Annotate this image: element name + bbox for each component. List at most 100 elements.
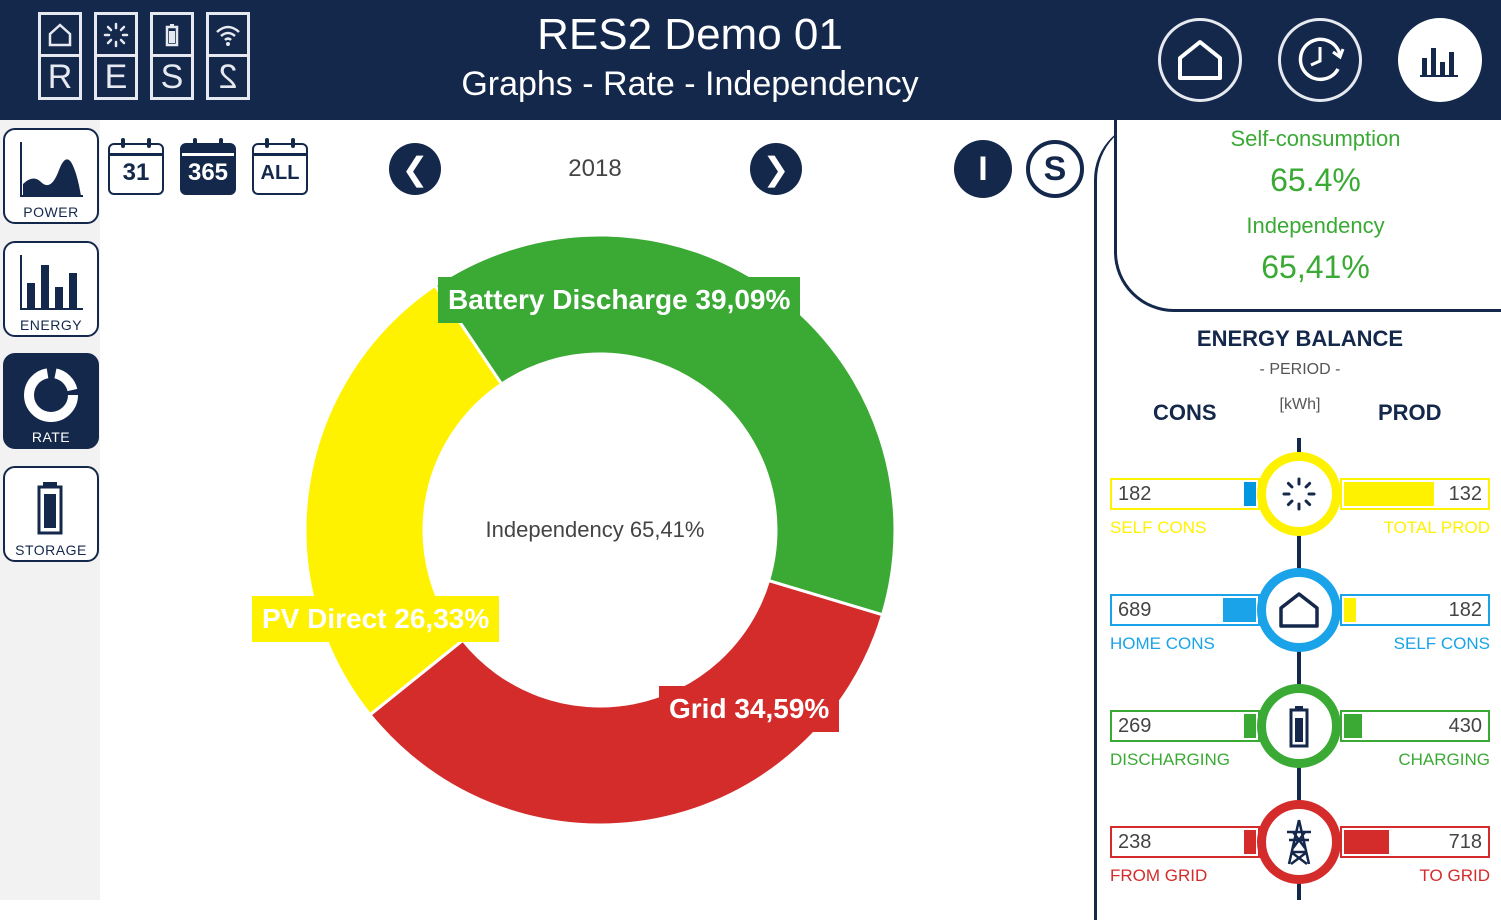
independency-value: 65,41% bbox=[1261, 249, 1370, 285]
title-block: RES2 Demo 01 Graphs - Rate - Independenc… bbox=[380, 10, 1000, 108]
prod-caption: CHARGING bbox=[1398, 750, 1490, 769]
pylon-icon bbox=[1281, 818, 1317, 866]
prod-caption: SELF CONS bbox=[1393, 634, 1490, 653]
chart-icon bbox=[1420, 48, 1458, 77]
chevron-left-icon: ❮ bbox=[401, 151, 429, 187]
prev-period-button[interactable]: ❮ bbox=[389, 143, 441, 195]
prod-value-box: 182 bbox=[1340, 594, 1490, 626]
sidebar-item-rate[interactable]: RATE bbox=[3, 353, 99, 449]
prod-value: 718 bbox=[1448, 831, 1482, 853]
home-icon bbox=[1178, 40, 1222, 80]
cons-caption: FROM GRID bbox=[1110, 866, 1208, 885]
page-title: RES2 Demo 01 bbox=[537, 10, 843, 59]
period-all-label: ALL bbox=[260, 162, 300, 184]
cons-caption: HOME CONS bbox=[1110, 634, 1215, 653]
cons-value: 269 bbox=[1118, 715, 1152, 737]
sidebar-item-label: STORAGE bbox=[15, 542, 87, 558]
slice-label-battery-discharge: Battery Discharge 39,09% bbox=[438, 277, 801, 323]
cons-caption: DISCHARGING bbox=[1110, 750, 1230, 769]
logo-letter-e: E bbox=[104, 58, 128, 96]
battery-icon bbox=[37, 482, 63, 535]
cons-value-box: 269 bbox=[1110, 710, 1260, 742]
independency-mode-button[interactable]: I bbox=[954, 140, 1012, 198]
period-31-label: 31 bbox=[122, 159, 150, 186]
prod-value: 132 bbox=[1448, 483, 1482, 505]
self-consumption-value: 65.4% bbox=[1270, 162, 1361, 198]
cons-value: 238 bbox=[1118, 831, 1152, 853]
unit-label: [kWh] bbox=[1279, 396, 1321, 413]
prod-fill bbox=[1344, 598, 1356, 622]
sidebar-item-label: POWER bbox=[23, 204, 79, 220]
sidebar-item-power[interactable]: POWER bbox=[3, 128, 99, 224]
prod-fill bbox=[1344, 714, 1362, 738]
period-year: 2018 bbox=[568, 155, 622, 182]
logo-cell-e: E bbox=[94, 12, 138, 100]
home-node bbox=[1257, 568, 1341, 652]
prod-value-box: 132 bbox=[1340, 478, 1490, 510]
independency-label: Independency bbox=[1246, 213, 1385, 238]
period-31-button[interactable]: 31 bbox=[108, 138, 164, 195]
cons-header: CONS bbox=[1153, 400, 1217, 425]
self-consumption-label: Self-consumption bbox=[1230, 126, 1401, 151]
period-all-button[interactable]: ALL bbox=[252, 138, 308, 195]
logo-letter-r: R bbox=[47, 58, 73, 96]
metrics-card: Self-consumption 65.4% Independency 65,4… bbox=[1114, 120, 1501, 312]
sun-icon bbox=[1277, 472, 1321, 516]
prod-value: 430 bbox=[1448, 715, 1482, 737]
prod-value: 182 bbox=[1448, 599, 1482, 621]
cons-caption: SELF CONS bbox=[1110, 518, 1207, 537]
logo-cell-r: R bbox=[38, 12, 82, 100]
prod-value-box: 718 bbox=[1340, 826, 1490, 858]
prod-fill bbox=[1344, 830, 1389, 854]
bar-chart-icon bbox=[20, 255, 83, 310]
sidebar-item-energy[interactable]: ENERGY bbox=[3, 241, 99, 337]
app-header: R E S 2 RES2 Demo 01 Graphs - Rate - Ind… bbox=[0, 0, 1501, 120]
donut-icon bbox=[24, 368, 78, 422]
cons-value: 689 bbox=[1118, 599, 1152, 621]
sidebar-item-label: RATE bbox=[31, 429, 71, 445]
area-chart-icon bbox=[20, 142, 83, 197]
self-consumption-mode-button[interactable]: S bbox=[1026, 140, 1084, 198]
prod-caption: TOTAL PROD bbox=[1383, 518, 1490, 537]
history-button[interactable] bbox=[1278, 18, 1362, 102]
slice-battery-discharge[interactable] bbox=[432, 233, 897, 617]
slice-label-grid: Grid 34,59% bbox=[659, 686, 840, 732]
cons-value-box: 689 bbox=[1110, 594, 1260, 626]
slice-label-pv-direct: PV Direct 26,33% bbox=[252, 596, 500, 642]
home-icon bbox=[1277, 590, 1321, 630]
period-365-label: 365 bbox=[187, 159, 229, 186]
cons-fill bbox=[1244, 714, 1256, 738]
next-period-button[interactable]: ❯ bbox=[750, 143, 802, 195]
independency-mode-label: I bbox=[978, 149, 988, 188]
cons-value-box: 238 bbox=[1110, 826, 1260, 858]
prod-caption: TO GRID bbox=[1419, 866, 1490, 885]
self-consumption-mode-label: S bbox=[1043, 149, 1067, 188]
prod-value-box: 430 bbox=[1340, 710, 1490, 742]
page-subtitle: Graphs - Rate - Independency bbox=[461, 65, 919, 103]
energy-balance-title: ENERGY BALANCE bbox=[1196, 326, 1404, 351]
logo-cell-2: 2 bbox=[206, 12, 250, 100]
sun-node bbox=[1257, 452, 1341, 536]
cons-fill bbox=[1244, 830, 1256, 854]
sidebar-item-label: ENERGY bbox=[19, 317, 83, 333]
prod-fill bbox=[1344, 482, 1434, 506]
chevron-right-icon: ❯ bbox=[762, 151, 790, 187]
sidebar: POWER ENERGY RATE STORAGE bbox=[0, 120, 100, 900]
clock-icon bbox=[1298, 37, 1345, 82]
logo-letter-2: 2 bbox=[218, 58, 238, 96]
graphs-button[interactable] bbox=[1398, 18, 1482, 102]
slice-grid[interactable] bbox=[367, 578, 885, 827]
battery-icon bbox=[1284, 704, 1314, 748]
period-365-button[interactable]: 365 bbox=[180, 138, 236, 195]
donut-center-label: Independency 65,41% bbox=[485, 517, 705, 542]
balance-axis bbox=[1297, 438, 1301, 900]
home-button[interactable] bbox=[1158, 18, 1242, 102]
cons-fill bbox=[1244, 482, 1256, 506]
logo-cell-s: S bbox=[150, 12, 194, 100]
cons-value-box: 182 bbox=[1110, 478, 1260, 510]
battery-node bbox=[1257, 684, 1341, 768]
cons-fill bbox=[1223, 598, 1256, 622]
sidebar-item-storage[interactable]: STORAGE bbox=[3, 466, 99, 562]
cons-value: 182 bbox=[1118, 483, 1152, 505]
logo-letter-s: S bbox=[160, 58, 184, 96]
